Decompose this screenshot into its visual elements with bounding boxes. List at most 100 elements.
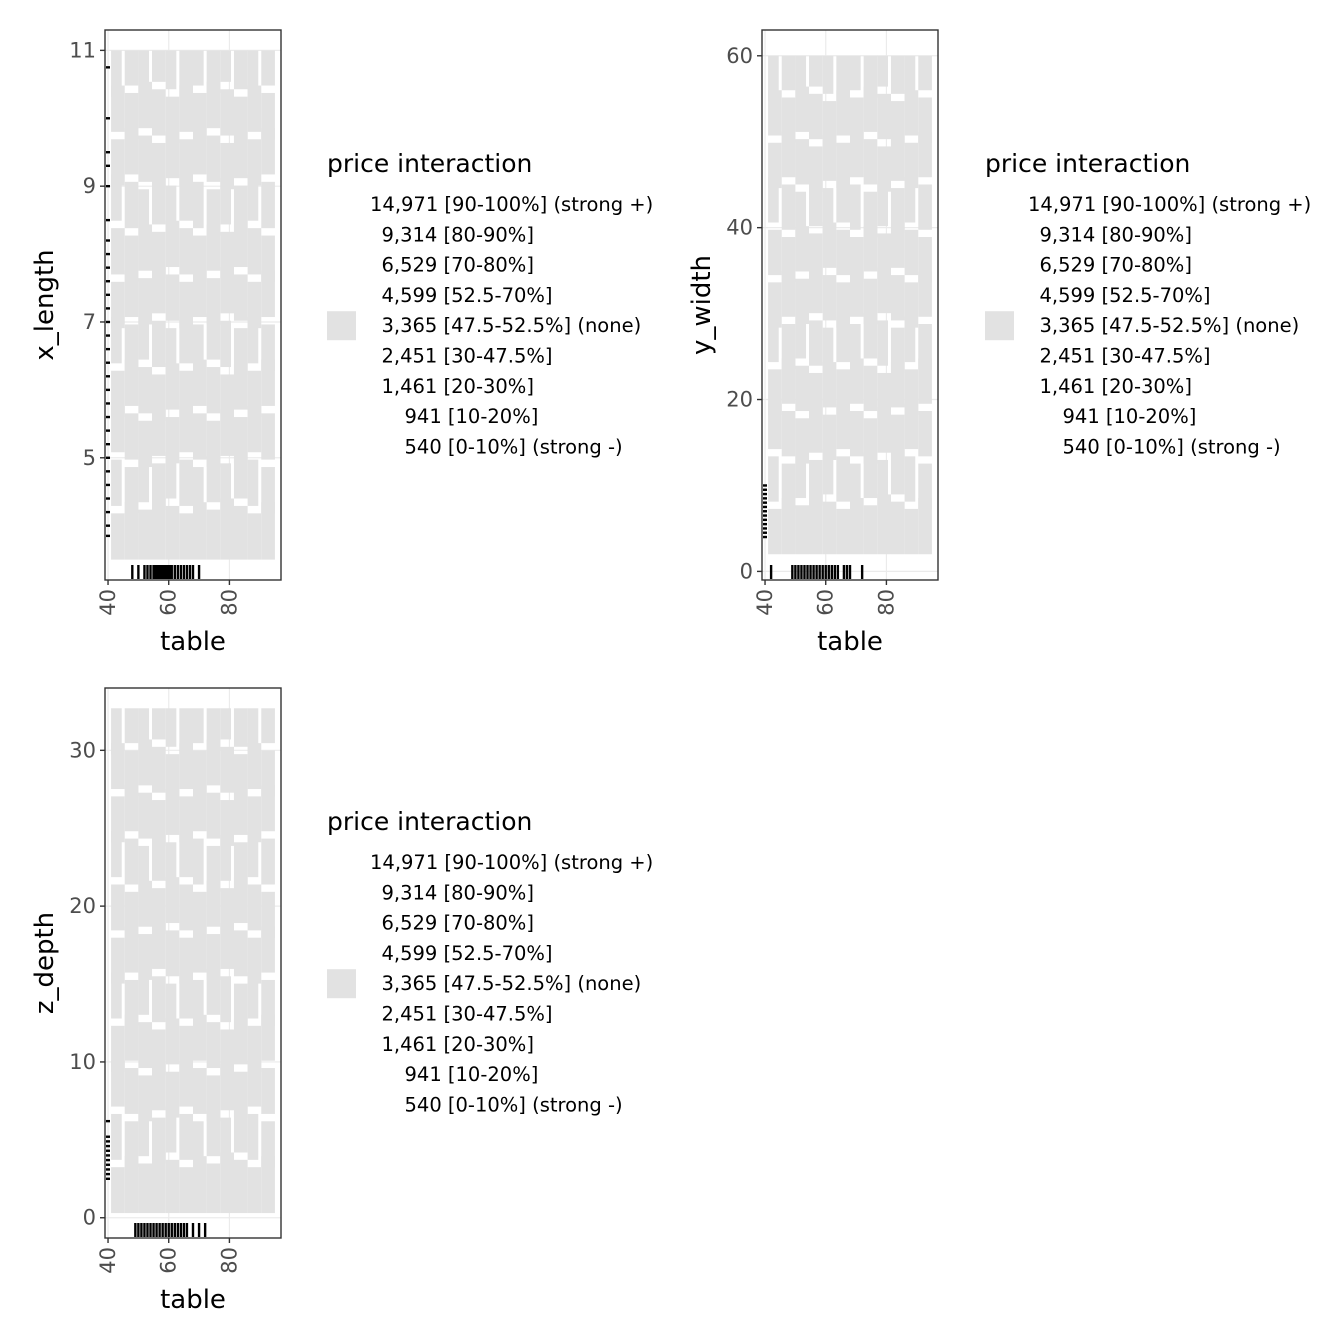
heat-tile (152, 708, 166, 740)
heat-tile (877, 267, 891, 314)
heat-tile (261, 891, 275, 938)
heat-tile (111, 884, 125, 931)
panel-border (761, 29, 939, 581)
legend-label: 6,529 [70-80%] (382, 254, 534, 277)
heat-tile (768, 369, 782, 415)
heat-tile (193, 467, 204, 514)
heat-tile (124, 979, 139, 1026)
heat-tile (863, 452, 878, 499)
heat-tile (179, 743, 193, 790)
heat-tile (206, 708, 221, 751)
legend-label: 1,461 [20-30%] (382, 1033, 534, 1056)
heat-tile (193, 1156, 207, 1214)
heat-tile (138, 739, 153, 786)
heat-tile (781, 131, 796, 178)
heat-tile (850, 498, 864, 555)
heat-tile (836, 369, 850, 415)
heat-tile (809, 459, 823, 506)
heat-tile (877, 407, 891, 453)
legend-label: 941 [10-20%] (1063, 405, 1197, 428)
heat-tile (877, 233, 891, 279)
heat-tile (193, 359, 207, 406)
heat-tile (179, 281, 193, 329)
heat-tile (890, 414, 905, 460)
legend-label: 4,599 [52.5-70%] (382, 942, 553, 965)
heat-tile (261, 785, 275, 832)
heat-tile (850, 237, 864, 283)
heat-tile (822, 327, 834, 373)
heat-tile (206, 1163, 221, 1214)
heat-tile (247, 139, 262, 186)
heat-tile (193, 235, 207, 282)
heat-tile (138, 968, 150, 1015)
heat-tile (206, 278, 221, 325)
heat-tile (890, 55, 905, 94)
heat-tile (152, 178, 166, 225)
heat-tile (247, 228, 262, 275)
heat-tile (220, 708, 231, 740)
legend: price interaction 14,971 [90-100%] (stron… (985, 149, 1311, 458)
heat-tile (124, 270, 139, 318)
heat-tile (124, 50, 139, 86)
heat-tile (206, 934, 221, 980)
heat-tile (261, 324, 275, 371)
x-tick-label: 80 (217, 589, 241, 616)
heat-tile (111, 796, 125, 843)
heat-tile (124, 128, 139, 175)
heat-tile (152, 888, 166, 935)
heat-tile (863, 55, 878, 98)
heat-tile (809, 55, 823, 87)
legend-label: 4,599 [52.5-70%] (1040, 284, 1211, 307)
x-tick-label: 80 (874, 589, 898, 616)
heat-tile (111, 513, 125, 560)
heat-tile (206, 189, 221, 236)
heat-tile (781, 184, 796, 230)
heat-tile (138, 1022, 153, 1069)
heat-tile (179, 228, 193, 275)
panel-border (104, 29, 282, 581)
heat-tile (206, 880, 221, 927)
heat-tile (261, 181, 275, 229)
heat-tile (138, 708, 150, 751)
heat-tile (206, 1110, 221, 1157)
legend-label: 941 [10-20%] (405, 1063, 539, 1086)
heat-tile (165, 417, 180, 464)
heat-tile (863, 365, 878, 412)
heat-tile (836, 90, 850, 136)
heat-tile (822, 101, 837, 147)
heat-tile (233, 708, 248, 747)
heat-tile (220, 1064, 234, 1111)
heat-tile (850, 97, 864, 143)
heat-tile (165, 328, 177, 375)
heat-tile (233, 220, 248, 268)
heat-tile (165, 96, 180, 143)
heat-tile (233, 789, 248, 835)
heat-tile (233, 842, 248, 889)
legend-label: 3,365 [47.5-52.5%] (none) (1040, 314, 1300, 337)
y-axis-title: y_width (687, 255, 717, 355)
heat-tile (206, 1022, 221, 1069)
heat-tile (768, 403, 782, 450)
heat-tile (152, 800, 166, 846)
heat-tile (863, 278, 878, 325)
heat-tile (247, 1167, 262, 1214)
legend-swatch (327, 969, 356, 999)
heat-tile (877, 146, 891, 192)
heat-tile (836, 316, 850, 363)
heat-tile (179, 174, 193, 221)
y-tick-label: 5 (83, 446, 96, 470)
y-tick-label: 20 (69, 894, 96, 918)
heat-tile (179, 1025, 193, 1072)
heat-tile (781, 97, 796, 143)
heat-tile (124, 708, 139, 744)
y-tick-label: 40 (726, 216, 753, 240)
panel-3: 0 10 20 30 40 60 80 table z_depth price interacti… (30, 687, 653, 1315)
heat-tile (768, 282, 782, 328)
heat-tile (822, 188, 834, 234)
heat-tile (220, 834, 231, 881)
heat-tile (138, 224, 153, 271)
heat-tile (152, 1117, 166, 1164)
heat-tile (809, 93, 823, 140)
heat-tile (220, 800, 234, 846)
heat-tile (863, 505, 878, 555)
